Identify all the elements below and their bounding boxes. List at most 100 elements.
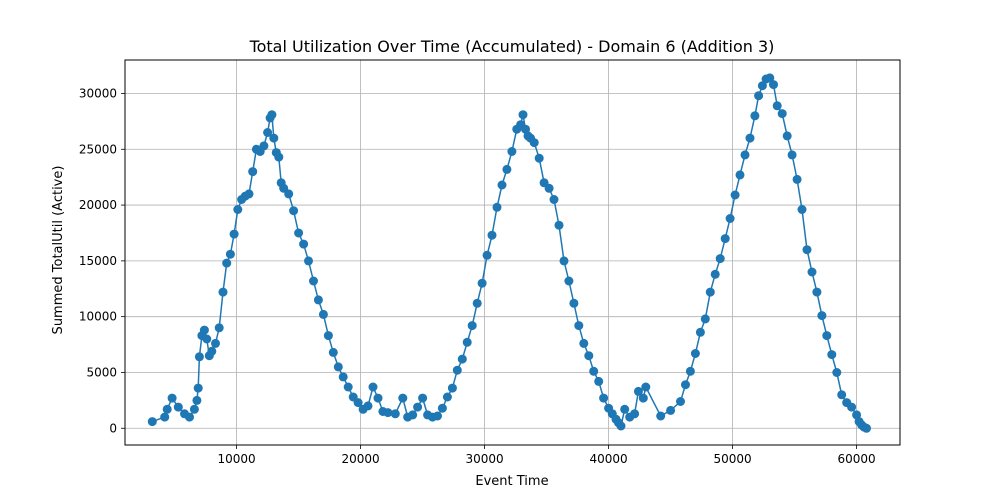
data-point	[812, 287, 822, 297]
data-point	[574, 321, 584, 331]
data-point	[792, 174, 802, 184]
data-point	[676, 397, 685, 406]
data-point	[309, 276, 318, 286]
data-point	[214, 323, 224, 333]
data-point	[666, 405, 676, 415]
data-point	[229, 229, 239, 239]
data-point	[299, 239, 309, 249]
data-point	[233, 205, 243, 214]
data-point	[193, 383, 203, 393]
data-point	[413, 402, 423, 412]
data-point	[248, 167, 258, 177]
data-point	[730, 190, 740, 200]
x-tick-label: 40000	[590, 452, 628, 466]
data-point	[477, 278, 487, 288]
data-point	[267, 110, 277, 120]
data-point	[630, 409, 640, 419]
data-point	[837, 390, 847, 400]
data-point	[211, 338, 220, 348]
x-tick-label: 50000	[714, 452, 752, 466]
data-point	[304, 256, 313, 266]
data-point	[554, 220, 564, 230]
data-point	[847, 402, 857, 412]
data-point	[222, 258, 232, 268]
plot-frame	[124, 59, 901, 446]
data-point	[564, 276, 574, 286]
data-point	[482, 250, 492, 260]
data-point	[807, 267, 817, 277]
data-point	[656, 411, 666, 421]
data-point	[259, 141, 269, 151]
data-point	[192, 395, 202, 405]
data-point	[584, 351, 594, 361]
data-point	[725, 214, 735, 223]
data-point	[437, 403, 447, 413]
data-point	[207, 346, 217, 356]
data-point	[862, 423, 871, 433]
data-point	[167, 393, 177, 403]
data-point	[569, 298, 579, 308]
y-tick-label: 15000	[79, 254, 117, 268]
data-point	[757, 81, 767, 91]
data-point	[274, 152, 284, 162]
data-point	[750, 111, 760, 121]
data-point	[502, 164, 512, 174]
data-point	[765, 73, 775, 83]
data-point	[487, 230, 497, 240]
data-point	[769, 80, 778, 90]
data-point	[457, 354, 467, 364]
data-point	[518, 110, 528, 120]
data-point	[817, 311, 827, 321]
data-point	[827, 350, 837, 360]
data-point	[408, 410, 418, 420]
data-point	[173, 402, 183, 412]
data-point	[147, 417, 157, 427]
data-point	[641, 382, 651, 392]
data-point	[218, 287, 228, 297]
data-point	[589, 366, 599, 376]
data-point	[263, 128, 273, 137]
data-point	[390, 409, 400, 419]
data-point	[269, 133, 279, 143]
data-point	[700, 314, 710, 324]
data-point	[787, 150, 797, 160]
data-point	[579, 338, 589, 348]
data-point	[754, 91, 764, 101]
data-point	[616, 421, 626, 431]
data-point	[777, 109, 787, 119]
x-tick-label: 20000	[342, 452, 380, 466]
data-point	[194, 352, 204, 362]
data-point	[507, 147, 517, 156]
data-point	[244, 189, 254, 199]
x-tick-label: 60000	[838, 452, 876, 466]
data-point	[497, 180, 507, 190]
y-tick-label: 10000	[79, 310, 117, 324]
y-tick-label: 20000	[79, 198, 117, 212]
data-point	[690, 349, 700, 358]
data-point	[328, 347, 338, 357]
data-point	[353, 398, 363, 408]
data-point	[199, 325, 209, 335]
data-point	[318, 309, 328, 319]
data-point	[398, 393, 408, 403]
data-point	[745, 133, 755, 143]
y-tick-label: 30000	[79, 86, 117, 100]
data-point	[720, 234, 730, 244]
data-point	[162, 404, 172, 414]
data-point	[544, 183, 554, 193]
data-point	[185, 412, 194, 422]
data-point	[294, 228, 304, 238]
data-point	[802, 245, 812, 255]
data-point	[202, 334, 212, 344]
data-point	[681, 380, 690, 390]
data-point	[289, 206, 299, 216]
data-point	[467, 321, 477, 331]
data-point	[284, 189, 294, 199]
x-tick-label: 10000	[218, 452, 256, 466]
data-series	[147, 73, 871, 433]
data-point	[368, 382, 378, 392]
y-axis-ticks: 0 5000 10000 15000 20000 25000 30000	[79, 86, 125, 435]
data-point	[160, 412, 170, 422]
data-point	[638, 393, 648, 403]
